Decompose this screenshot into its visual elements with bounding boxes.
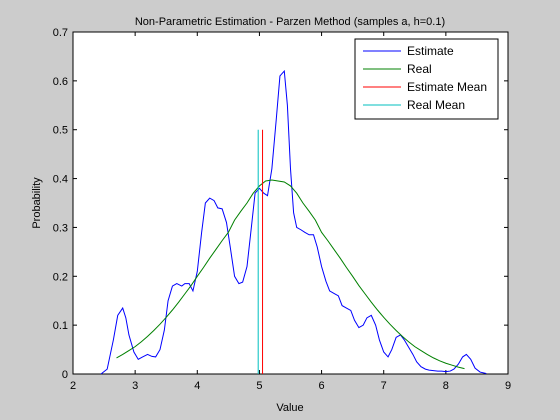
x-tick-label: 8 [443, 380, 449, 392]
x-tick-label: 9 [505, 380, 511, 392]
x-axis-label: Value [276, 402, 303, 414]
x-axis-ticks: 2 3 4 5 6 7 8 9 [70, 32, 511, 392]
chart-title: Non-Parametric Estimation - Parzen Metho… [135, 16, 445, 28]
x-tick-label: 2 [70, 380, 76, 392]
x-tick-label: 7 [381, 380, 387, 392]
legend-label: Estimate [407, 44, 454, 58]
x-tick-label: 5 [256, 380, 262, 392]
y-tick-label: 0.7 [53, 27, 68, 39]
legend-label: Real Mean [407, 98, 465, 112]
legend-label: Estimate Mean [407, 80, 487, 94]
y-axis-ticks: 0 0.1 0.2 0.3 0.4 0.5 0.6 0.7 [53, 27, 508, 381]
y-tick-label: 0 [62, 369, 68, 381]
y-tick-label: 0.5 [53, 125, 68, 137]
x-tick-label: 3 [132, 380, 138, 392]
y-tick-label: 0.2 [53, 271, 68, 283]
series-line-real [116, 179, 465, 370]
legend-box [354, 38, 499, 120]
y-tick-label: 0.3 [53, 222, 68, 234]
y-tick-label: 0.4 [53, 174, 68, 186]
y-tick-label: 0.1 [53, 320, 68, 332]
y-axis-label: Probability [31, 177, 43, 229]
series-line-estimate [100, 69, 487, 375]
series-layer [100, 69, 487, 375]
legend: Estimate Real Estimate Mean Real Mean [354, 38, 499, 120]
x-tick-label: 6 [319, 380, 325, 392]
legend-label: Real [407, 62, 432, 76]
y-tick-label: 0.6 [53, 76, 68, 88]
x-tick-label: 4 [194, 380, 200, 392]
